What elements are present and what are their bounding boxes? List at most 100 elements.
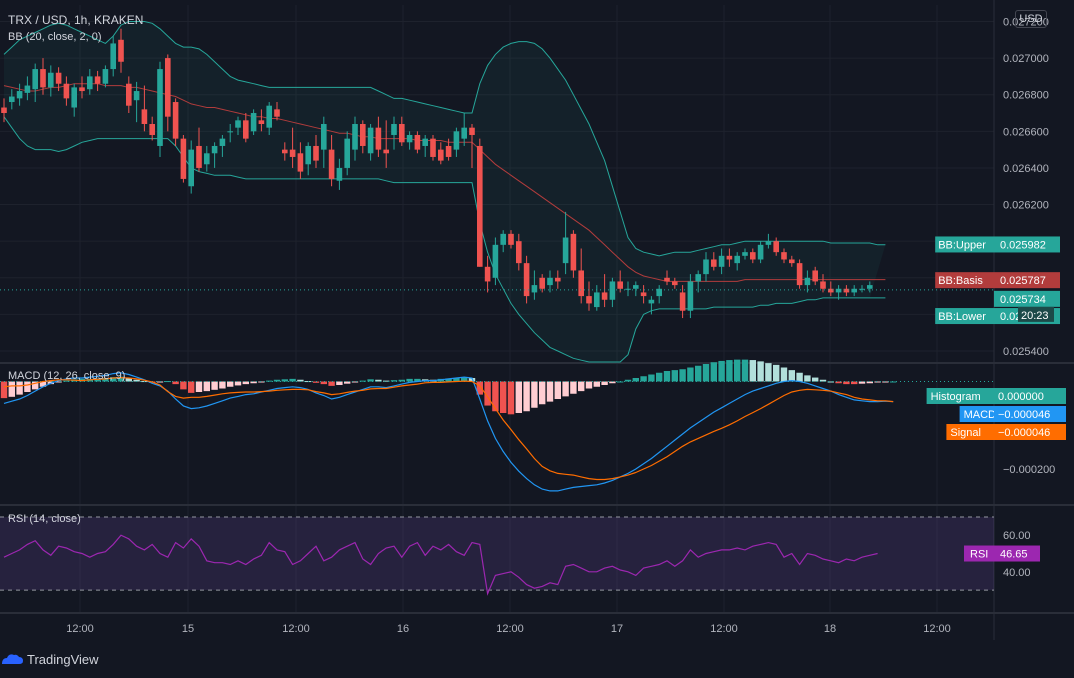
candle-body xyxy=(804,277,811,286)
candle-body xyxy=(461,127,467,139)
macd-histogram-bar xyxy=(765,363,772,382)
tradingview-logo[interactable]: TradingView xyxy=(0,648,99,670)
candle-body xyxy=(289,149,296,157)
macd-histogram-bar xyxy=(819,379,827,382)
candle-body xyxy=(211,145,218,154)
macd-histogram-bar xyxy=(211,381,218,390)
candle-body xyxy=(266,105,272,128)
candle-body xyxy=(570,233,577,271)
candle-body xyxy=(172,102,179,139)
macd-histogram-bar xyxy=(835,381,842,384)
candle-body xyxy=(87,76,93,90)
macd-histogram-bar xyxy=(39,381,47,387)
candle-body xyxy=(789,259,795,264)
macd-histogram-bar xyxy=(172,381,179,385)
macd-histogram-bar xyxy=(24,381,31,392)
macd-label-name: Signal xyxy=(950,427,981,439)
candle-body xyxy=(383,149,389,154)
macd-histogram-bar xyxy=(227,381,234,387)
symbol-title[interactable]: TRX / USD, 1h, KRAKEN xyxy=(8,13,144,27)
macd-histogram-bar xyxy=(94,378,101,382)
macd-histogram-bar xyxy=(367,379,374,382)
candle-body xyxy=(617,281,623,289)
macd-histogram-bar xyxy=(843,381,850,385)
macd-label-name: MACD xyxy=(964,409,996,421)
macd-histogram-bar xyxy=(663,371,671,382)
macd-histogram-bar xyxy=(773,364,780,382)
candle-body xyxy=(422,138,428,146)
candle-body xyxy=(843,288,850,293)
price-label-name-bg xyxy=(935,272,994,289)
candle-body xyxy=(742,252,748,256)
candle-body xyxy=(867,285,873,289)
macd-histogram-bar xyxy=(640,376,647,382)
candle-body xyxy=(24,85,31,93)
macd-histogram-bar xyxy=(500,381,507,413)
candle-body xyxy=(188,149,194,187)
candle-body xyxy=(352,124,358,150)
macd-histogram-bar xyxy=(726,360,733,382)
macd-histogram-bar xyxy=(461,377,468,382)
candle-body xyxy=(601,292,608,300)
macd-histogram-bar xyxy=(390,380,398,382)
candle-body xyxy=(227,131,233,133)
candle-body xyxy=(40,69,46,88)
macd-indicator-label[interactable]: MACD (12, 26, close, 9) xyxy=(8,370,126,382)
candle-body xyxy=(609,281,616,300)
bb-indicator-label[interactable]: BB (20, close, 2, 0) xyxy=(8,31,102,43)
macd-histogram-bar xyxy=(8,381,15,397)
macd-histogram-bar xyxy=(133,379,140,382)
macd-histogram-bar xyxy=(250,381,257,384)
candle-body xyxy=(812,270,818,282)
macd-histogram-bar xyxy=(687,367,694,382)
candle-body xyxy=(141,109,148,124)
rsi-band-fill xyxy=(0,516,994,591)
candle-body xyxy=(625,288,631,290)
candle-body xyxy=(9,96,15,103)
macd-histogram-bar xyxy=(297,379,304,382)
candle-body xyxy=(851,288,857,293)
candle-body xyxy=(110,43,116,70)
macd-histogram-bar xyxy=(242,381,249,385)
candle-body xyxy=(282,149,288,154)
macd-line xyxy=(3,372,894,492)
macd-histogram-bar xyxy=(593,381,600,387)
candle-body xyxy=(726,255,733,260)
macd-histogram-bar xyxy=(281,379,288,382)
candle-body xyxy=(578,270,584,297)
candle-body xyxy=(204,153,210,165)
macd-label-name: Histogram xyxy=(931,391,981,403)
currency-badge[interactable]: USD xyxy=(1015,10,1047,28)
macd-histogram-bar xyxy=(0,381,8,399)
macd-axis-tick: −0.000200 xyxy=(1003,464,1055,476)
candle-body xyxy=(180,138,187,179)
price-axis-tick: 0.027000 xyxy=(1003,53,1049,65)
macd-histogram-bar xyxy=(788,370,795,382)
price-label-value-bg xyxy=(994,236,1060,253)
candle-body xyxy=(71,87,77,108)
candle-body xyxy=(391,124,397,135)
candle-body xyxy=(16,91,23,99)
time-axis-tick: 15 xyxy=(182,623,194,635)
candle-body xyxy=(695,274,701,282)
candle-body xyxy=(149,124,155,135)
macd-histogram-bar xyxy=(258,381,265,383)
candle-body xyxy=(796,263,803,286)
time-axis-tick: 18 xyxy=(824,623,836,635)
macd-label-value: 0.000000 xyxy=(998,391,1044,403)
candle-body xyxy=(399,124,405,143)
signal-line xyxy=(3,376,894,481)
candle-body xyxy=(484,266,491,282)
candle-body xyxy=(757,244,764,260)
macd-histogram-bar xyxy=(531,381,538,408)
rsi-indicator-label[interactable]: RSI (14, close) xyxy=(8,513,81,525)
macd-histogram-bar xyxy=(117,376,125,382)
price-label-name-bg xyxy=(935,308,994,325)
candle-body xyxy=(539,277,545,289)
macd-histogram-bar xyxy=(609,381,616,384)
macd-histogram-bar xyxy=(718,360,725,382)
candle-body xyxy=(1,107,7,114)
candle-body xyxy=(430,138,436,157)
candle-body xyxy=(328,149,335,179)
